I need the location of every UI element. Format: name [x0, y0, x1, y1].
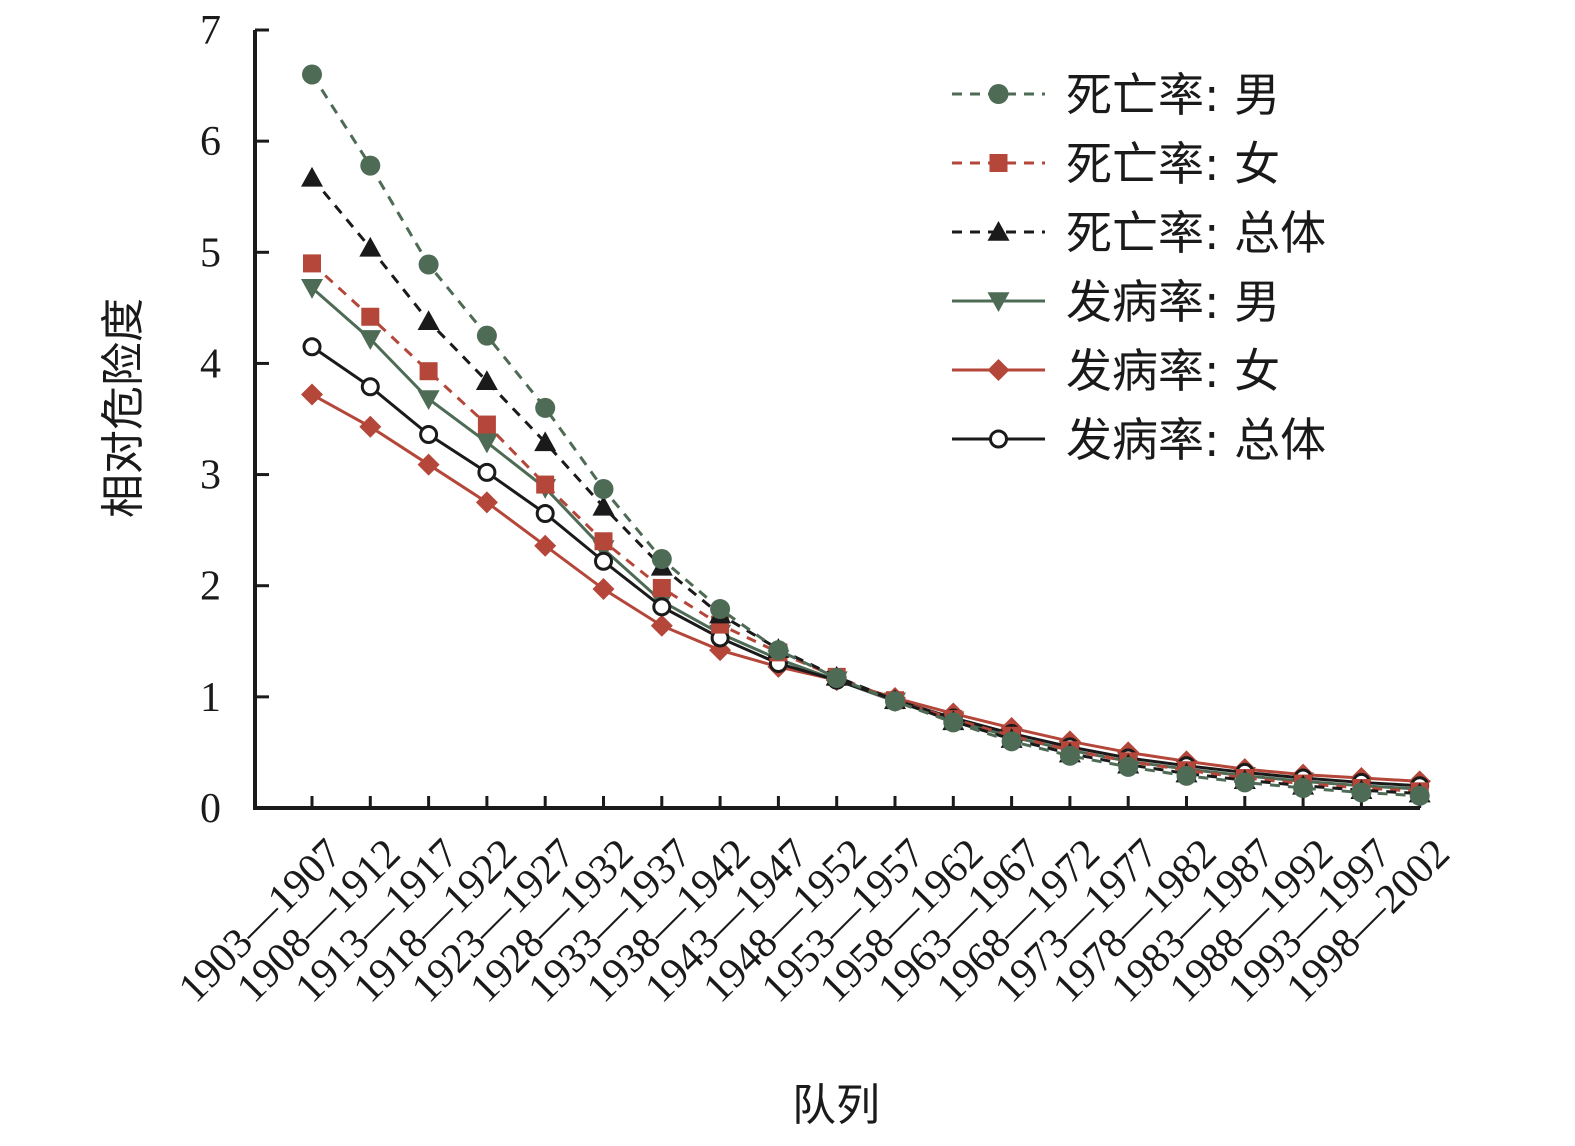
data-point: [987, 221, 1010, 241]
legend-label: 发病率: 女: [1066, 344, 1280, 398]
y-tick-label: 6: [200, 119, 221, 165]
y-tick-label: 5: [200, 230, 221, 276]
data-point: [477, 415, 496, 434]
data-point: [534, 431, 557, 452]
series-1: [303, 254, 1429, 801]
y-tick-label: 4: [200, 341, 221, 387]
series-5: [302, 337, 1430, 796]
data-point: [301, 279, 323, 299]
data-point: [302, 64, 322, 85]
data-point: [361, 307, 380, 326]
data-point: [535, 397, 556, 418]
legend-item: 发病率: 总体: [952, 413, 1326, 467]
series-line: [310, 176, 1420, 796]
data-point: [1351, 782, 1372, 803]
data-point: [885, 691, 905, 712]
data-point: [417, 453, 440, 476]
y-tick-label: 0: [200, 786, 221, 832]
data-point: [1293, 777, 1314, 798]
series-2: [301, 166, 1431, 803]
data-point: [652, 578, 671, 597]
data-point: [1001, 731, 1022, 752]
data-point: [989, 429, 1008, 449]
data-point: [594, 551, 613, 571]
data-point: [419, 425, 439, 445]
data-point: [943, 712, 964, 733]
series-layer: [301, 64, 1431, 806]
x-axis-title: 队列: [792, 1080, 880, 1131]
data-point: [360, 155, 381, 176]
data-point: [359, 330, 382, 350]
legend-label: 死亡率: 总体: [1066, 206, 1326, 260]
data-point: [475, 433, 498, 454]
legend-label: 死亡率: 男: [1066, 68, 1280, 122]
legend-label: 发病率: 男: [1066, 275, 1280, 329]
data-point: [710, 599, 731, 620]
data-point: [536, 475, 555, 494]
y-axis-title: 相对危险度: [98, 298, 149, 518]
data-point: [534, 534, 557, 557]
data-point: [301, 166, 323, 187]
data-point: [419, 362, 438, 381]
data-point: [359, 415, 382, 438]
legend-item: 发病率: 女: [952, 344, 1280, 398]
data-point: [475, 491, 498, 514]
series-0: [302, 64, 1430, 806]
data-point: [650, 614, 673, 637]
y-tick-label: 3: [200, 453, 221, 499]
y-tick-label: 7: [200, 8, 221, 54]
data-point: [303, 254, 321, 273]
series-line: [310, 262, 1420, 793]
data-point: [301, 383, 323, 406]
legend-item: 死亡率: 男: [952, 68, 1280, 122]
data-point: [1234, 772, 1255, 793]
data-point: [418, 254, 439, 275]
data-point: [1118, 756, 1139, 777]
data-point: [826, 667, 847, 688]
data-point: [475, 370, 498, 391]
data-point: [1409, 785, 1430, 806]
data-point: [477, 462, 497, 482]
y-tick-label: 1: [200, 675, 221, 721]
data-point: [987, 359, 1010, 381]
data-point: [417, 390, 440, 410]
data-point: [360, 377, 380, 397]
y-tick-label: 2: [200, 564, 221, 610]
data-point: [593, 479, 614, 500]
data-point: [652, 597, 672, 617]
legend-label: 发病率: 总体: [1066, 413, 1326, 467]
data-point: [359, 236, 382, 257]
data-point: [988, 84, 1009, 104]
legend-item: 发病率: 男: [952, 275, 1280, 329]
data-point: [417, 310, 440, 330]
data-point: [535, 503, 555, 523]
legend-item: 死亡率: 总体: [952, 206, 1326, 260]
data-point: [592, 495, 615, 516]
data-point: [594, 532, 613, 551]
data-point: [302, 337, 322, 357]
series-line: [311, 345, 1420, 788]
data-point: [651, 549, 672, 570]
legend-item: 死亡率: 女: [952, 137, 1280, 191]
data-point: [768, 640, 789, 661]
data-point: [989, 154, 1008, 172]
data-point: [476, 325, 497, 346]
data-point: [987, 292, 1010, 312]
data-point: [592, 578, 615, 601]
data-point: [1176, 765, 1197, 786]
legend-label: 死亡率: 女: [1066, 137, 1280, 191]
data-point: [1059, 745, 1080, 766]
